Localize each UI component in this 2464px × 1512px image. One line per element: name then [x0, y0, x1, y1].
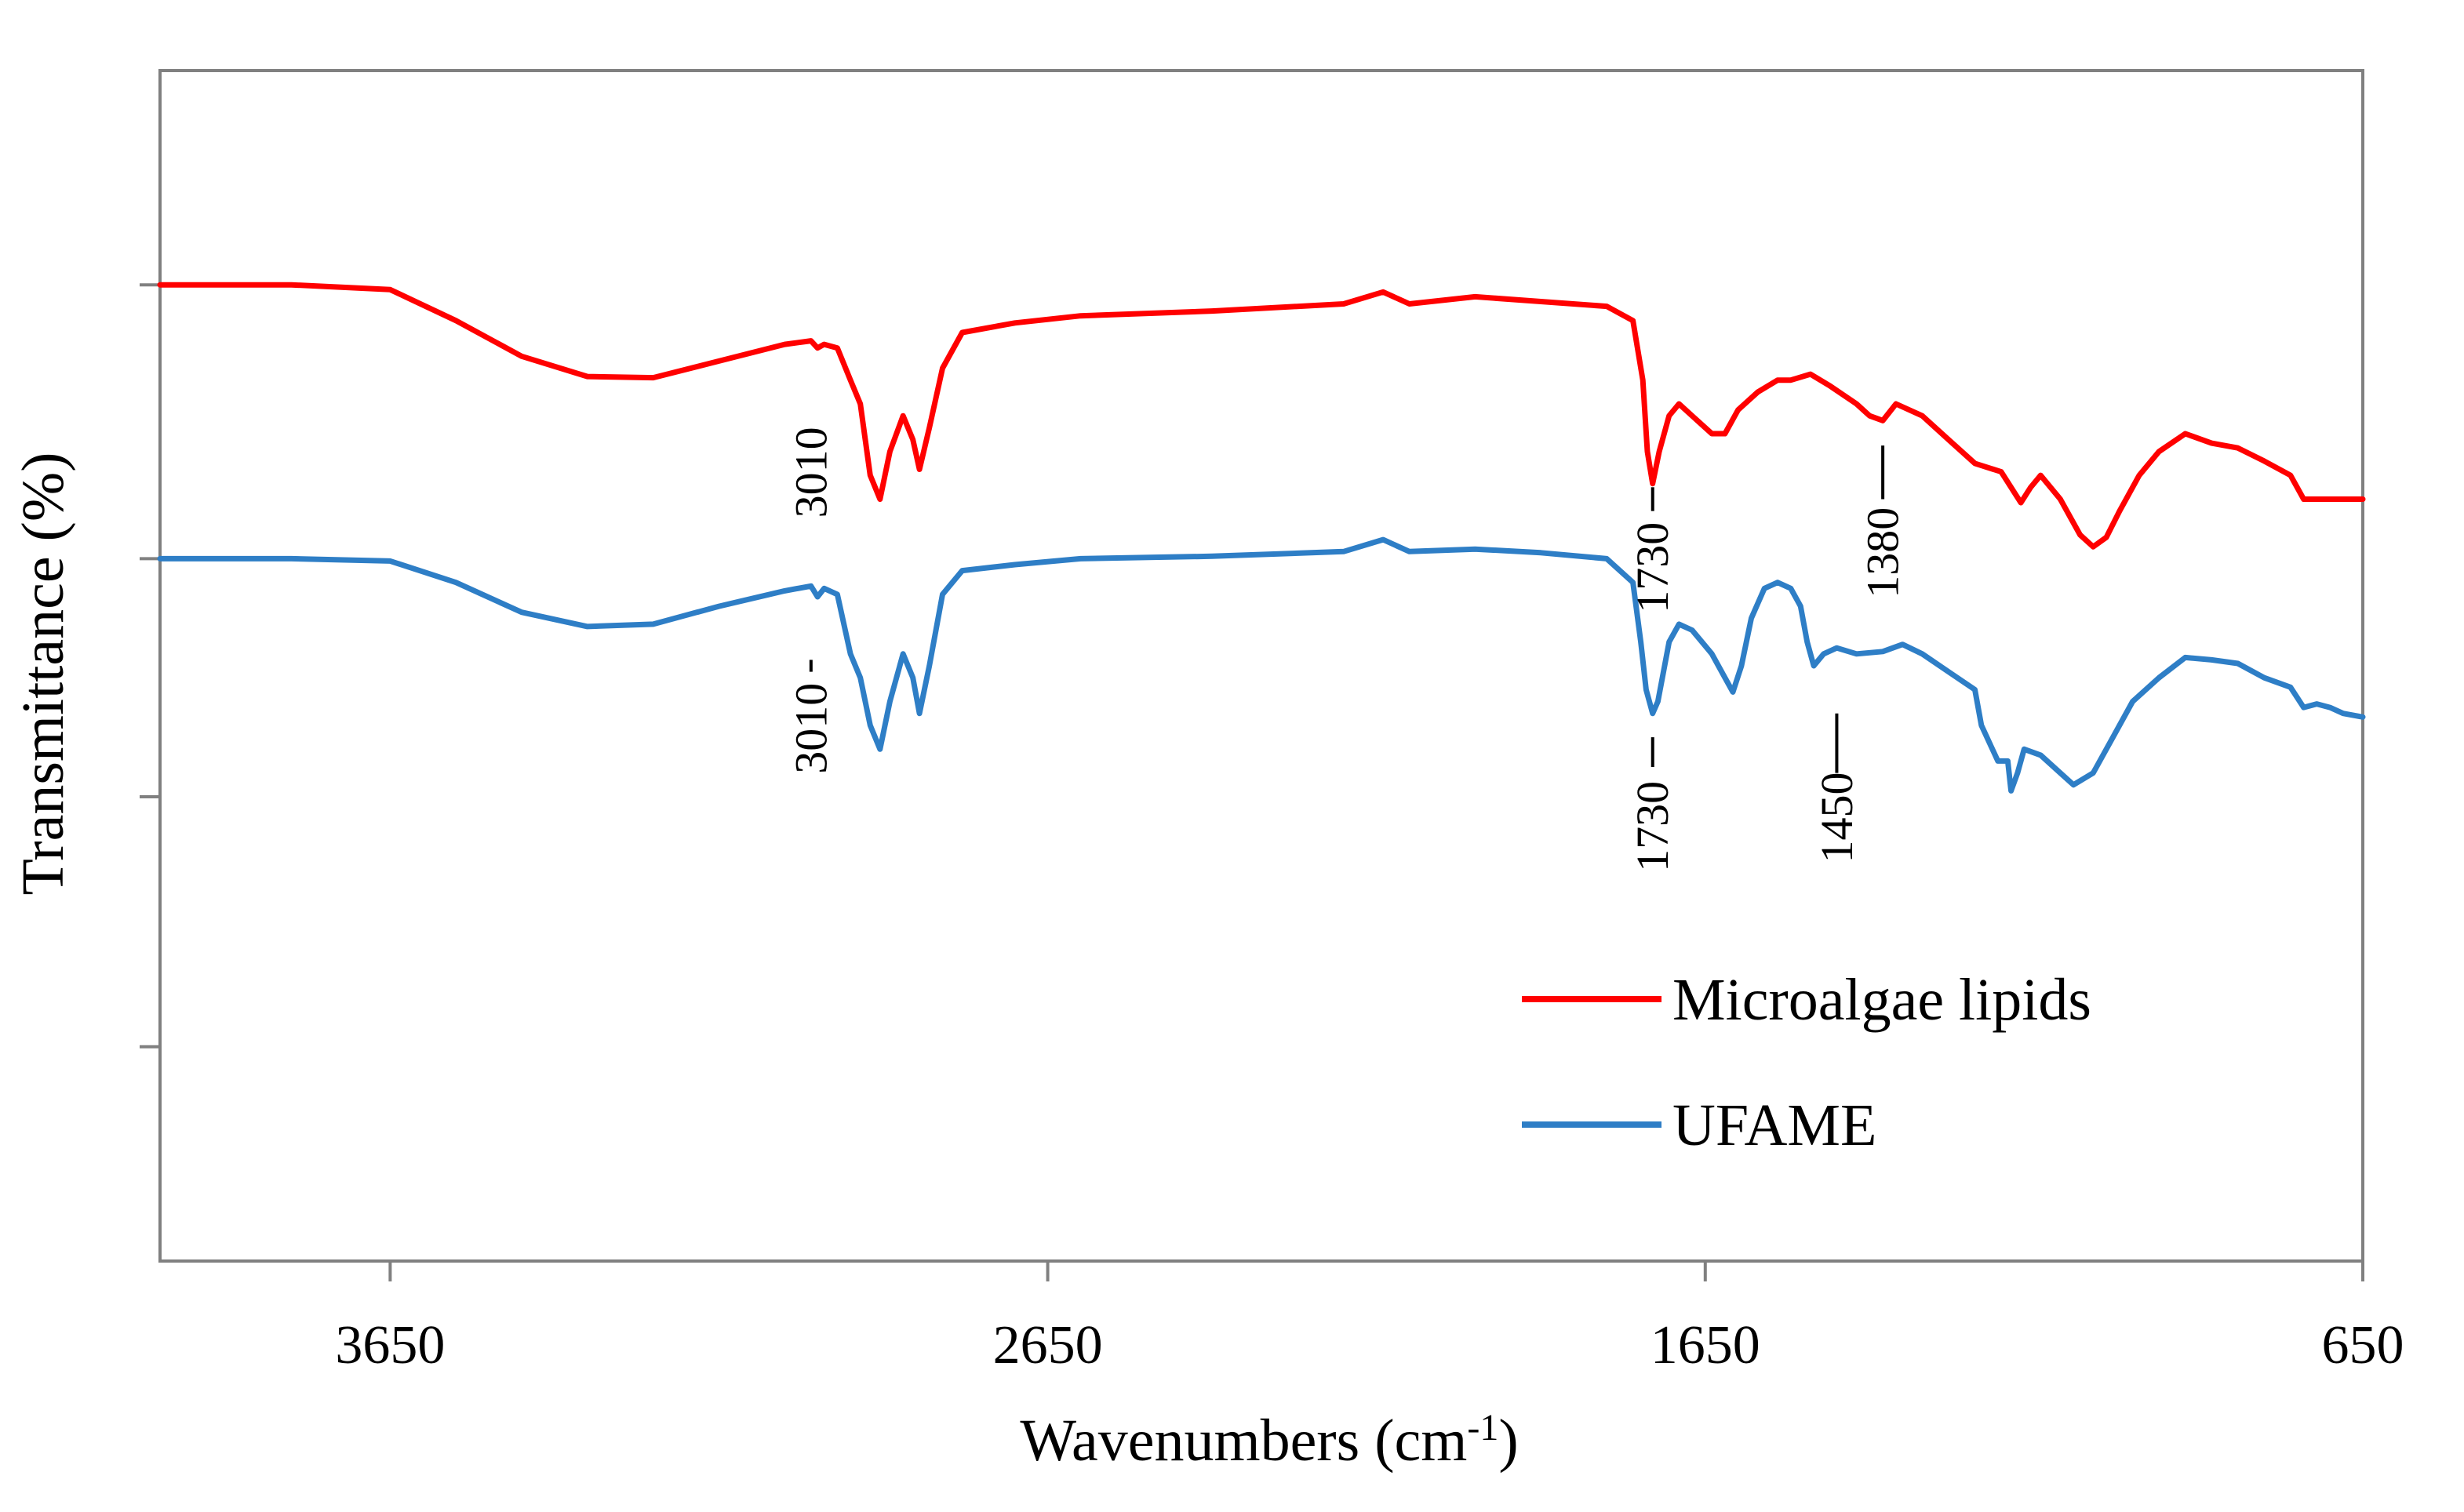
legend-label-ufame: UFAME: [1672, 1092, 1876, 1158]
x-axis-label-suffix: ): [1498, 1408, 1518, 1474]
annotation-label-0: 3010: [785, 427, 836, 518]
legend: Microalgae lipids UFAME: [1522, 967, 2091, 1158]
x-tick-label-0: 3650: [335, 1315, 445, 1376]
series-layer: [157, 282, 2366, 794]
x-tick-label-2: 1650: [1651, 1315, 1760, 1376]
annotation-label-1: 1730: [1627, 522, 1678, 613]
series-line-ufame: [157, 536, 2366, 794]
y-axis-label: Transmittance (%): [10, 453, 76, 896]
annotation-label-5: 1450: [1811, 772, 1862, 863]
x-axis-ticks: 3650 2650 1650 650: [335, 1261, 2404, 1376]
x-axis-label: Wavenumbers (cm-1): [1020, 1407, 1518, 1474]
annotation-label-3: 3010: [785, 683, 836, 774]
annotation-label-2: 1380: [1858, 507, 1909, 598]
x-axis-label-main: Wavenumbers (cm: [1020, 1408, 1467, 1474]
series-line-microalgae-lipids: [157, 282, 2366, 550]
x-tick-label-3: 650: [2322, 1315, 2404, 1376]
annotation-label-4: 1730: [1627, 781, 1678, 872]
plot-area-frame: [158, 69, 2364, 1263]
x-axis-label-superscript: -1: [1467, 1407, 1498, 1448]
legend-label-microalgae-lipids: Microalgae lipids: [1672, 967, 2091, 1033]
x-tick-label-1: 2650: [993, 1315, 1103, 1376]
y-axis-ticks: [140, 283, 160, 1049]
peak-annotations: 3010 1730 1380 3010 1730 1450: [785, 427, 1909, 872]
